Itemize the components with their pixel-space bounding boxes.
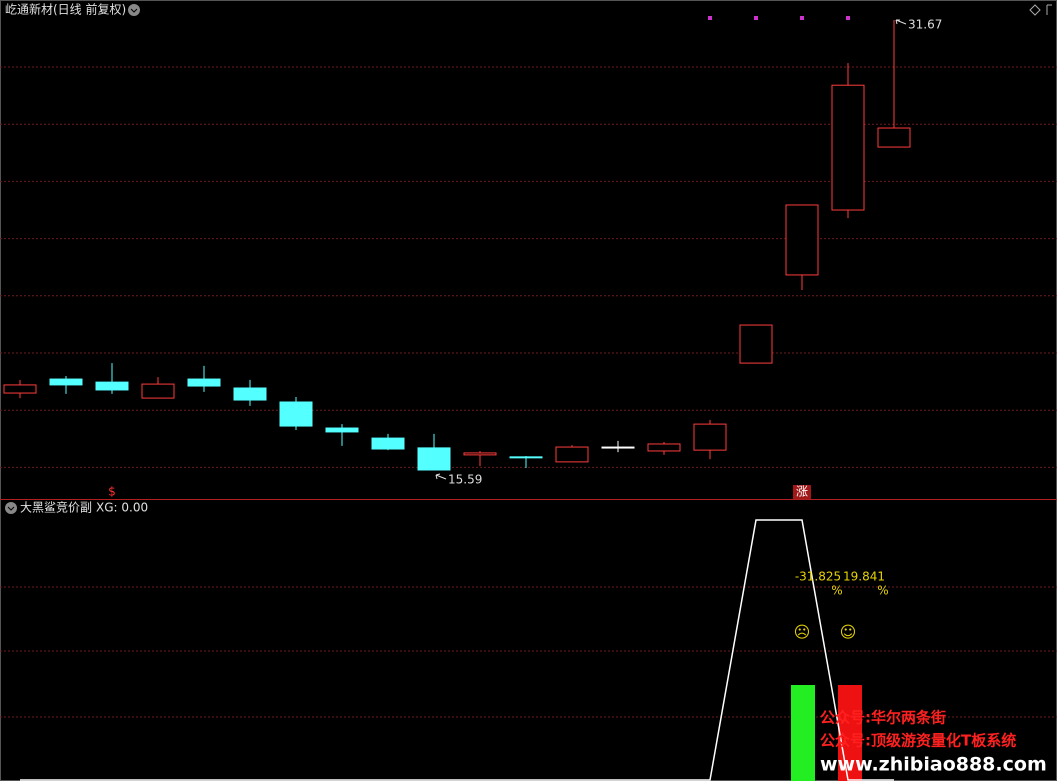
indicator-menu[interactable] [5, 502, 17, 514]
diamond-icon[interactable] [1029, 4, 1041, 16]
watermark-line: www.zhibiao888.com [820, 754, 1047, 776]
candle-body [233, 387, 267, 401]
candle-body [785, 204, 819, 276]
candle-body [555, 446, 589, 463]
candle-body [49, 378, 83, 386]
stat-value: -31.825 [795, 570, 841, 584]
indicator-line [20, 519, 894, 781]
candle-body [325, 427, 359, 433]
signal-box [793, 485, 811, 499]
grid [0, 66, 1057, 718]
arrow [895, 19, 907, 25]
low-label: 15.59 [448, 473, 482, 487]
candle-body [739, 324, 773, 364]
candle-body [371, 437, 405, 450]
candle-body [187, 378, 221, 387]
candle-body [95, 381, 129, 391]
candle-body [279, 401, 313, 427]
signal-label: 涨 [796, 484, 808, 499]
title-menu[interactable] [128, 4, 140, 16]
plot: $ 涨 31.67 15.59 -31.825% ☹ 19.841% ☺ [3, 16, 942, 781]
candle-body [417, 447, 451, 471]
indicator-readout: XG: 0.00 [96, 501, 148, 515]
watermark-line: 公众号:顶级游资量化T板系统 [820, 732, 1016, 750]
stat-icon: ☺ [840, 623, 857, 642]
candle-body [141, 383, 175, 399]
stat-icon: ☹ [794, 623, 811, 642]
candle-body [693, 423, 727, 451]
top-dot [846, 16, 850, 20]
candle-body [509, 456, 543, 459]
candle-body [3, 384, 37, 394]
red-bar [838, 685, 862, 781]
candle-body [601, 446, 635, 449]
high-label: 31.67 [908, 18, 942, 32]
top-dot [800, 16, 804, 20]
candle-body [877, 127, 911, 148]
signal-label: $ [108, 485, 116, 499]
watermark: 公众号:华尔两条街 公众号:顶级游资量化T板系统 www.zhibiao888.… [820, 709, 1047, 776]
top-dot [754, 16, 758, 20]
menu-arrow [130, 8, 138, 13]
green-bar [791, 685, 815, 781]
stat-unit: % [877, 584, 888, 598]
menu-arrow [7, 506, 15, 511]
candle-body [647, 443, 681, 452]
candle-body [831, 84, 865, 211]
arrow [435, 473, 447, 480]
stat-unit: % [831, 584, 842, 598]
watermark-line: 公众号:华尔两条街 [820, 709, 946, 727]
top-dot [708, 16, 712, 20]
indicator-name: 大黑鲨竞价副 [20, 501, 92, 515]
corner-icon[interactable] [1046, 4, 1052, 15]
chart-title: 屹通新材(日线 前复权) [5, 2, 126, 17]
stat-value: 19.841 [843, 570, 885, 584]
candle-body [463, 452, 497, 456]
